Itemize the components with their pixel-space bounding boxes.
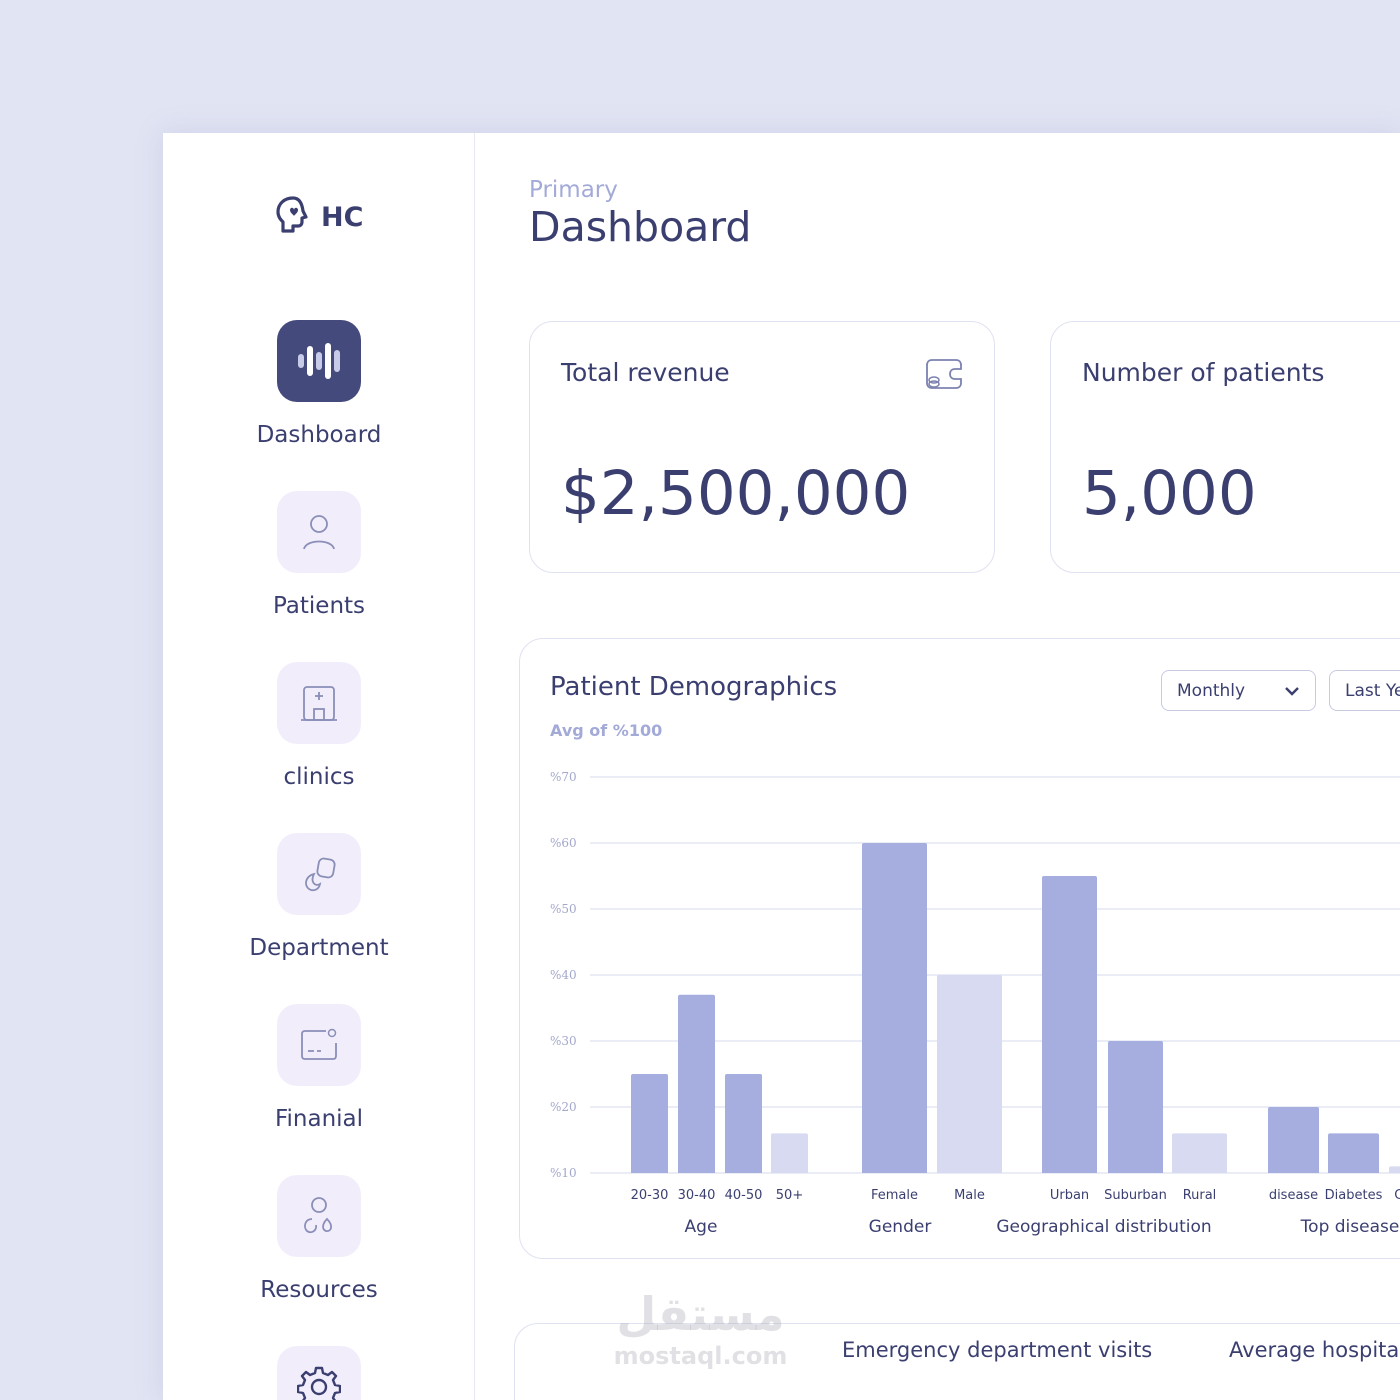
wallet-icon[interactable] — [924, 354, 964, 396]
group-label: Age — [685, 1217, 718, 1237]
department-icon — [277, 833, 361, 915]
x-tick-label: 20-30 — [631, 1188, 669, 1203]
demographics-chart: %70 %60 %50 %40 %30 %20 %10 20-30 30-40 40-50 50+ A… — [550, 770, 1400, 1237]
y-tick-label: %10 — [550, 1166, 577, 1180]
sidebar-item-finanial[interactable]: Finanial — [163, 1004, 475, 1132]
user-icon — [277, 491, 361, 573]
finance-card-icon — [277, 1004, 361, 1086]
sidebar-item-label: clinics — [283, 764, 355, 790]
bar — [1108, 1041, 1163, 1173]
x-tick-label: Suburban — [1104, 1188, 1167, 1203]
bar — [1328, 1133, 1379, 1173]
y-tick-label: %40 — [550, 968, 577, 982]
sidebar-item-settings[interactable] — [163, 1346, 475, 1400]
stat-title: Number of patients — [1082, 358, 1325, 387]
demographics-card: Patient Demographics Avg of %100 Monthly… — [519, 638, 1400, 1259]
emergency-visits-label: Emergency department visits — [842, 1338, 1153, 1362]
period-select[interactable]: Monthly — [1161, 670, 1316, 711]
sidebar-item-resources[interactable]: Resources — [163, 1175, 475, 1303]
logo[interactable]: HC — [275, 195, 363, 239]
stat-card-patients: Number of patients 5,000 — [1050, 321, 1400, 573]
page-title: Dashboard — [529, 203, 752, 251]
sidebar-item-department[interactable]: Department — [163, 833, 475, 961]
main-content: Primary Dashboard Total revenue $2,500,0… — [475, 133, 1400, 1400]
bar — [1042, 876, 1097, 1173]
bottom-card — [514, 1323, 1400, 1400]
watermark-arabic: مستقل — [616, 1287, 785, 1341]
sidebar-item-label: Resources — [260, 1277, 378, 1303]
group-label: Top disease — [1300, 1217, 1400, 1237]
x-tick-label: Female — [871, 1188, 918, 1203]
range-select-value: Last Ye — [1345, 680, 1400, 701]
sidebar-item-label: Patients — [272, 593, 366, 619]
period-select-value: Monthly — [1177, 680, 1246, 701]
bar — [725, 1074, 762, 1173]
x-tick-label: 30-40 — [678, 1188, 716, 1203]
bar — [1172, 1133, 1227, 1173]
group-label: Geographical distribution — [996, 1217, 1211, 1237]
sidebar-item-dashboard[interactable]: Dashboard — [163, 320, 475, 448]
sidebar-item-label: Department — [249, 935, 389, 961]
resources-icon — [277, 1175, 361, 1257]
bar — [678, 994, 715, 1173]
group-label: Gender — [869, 1217, 932, 1237]
gear-icon — [277, 1346, 361, 1400]
y-tick-label: %60 — [550, 836, 577, 850]
y-tick-label: %50 — [550, 902, 577, 916]
bar — [862, 843, 927, 1173]
bar — [631, 1074, 668, 1173]
waveform-icon — [277, 320, 361, 402]
x-tick-label: 40-50 — [725, 1188, 763, 1203]
stat-card-revenue: Total revenue $2,500,000 — [529, 321, 995, 573]
average-hospital-label: Average hospita — [1229, 1338, 1400, 1362]
demographics-subtitle: Avg of %100 — [550, 721, 663, 740]
y-tick-label: %30 — [550, 1034, 577, 1048]
demographics-title: Patient Demographics — [550, 672, 838, 702]
stat-value: $2,500,000 — [561, 458, 911, 529]
bar — [771, 1133, 808, 1173]
logo-text: HC — [321, 201, 364, 233]
x-tick-label: Urban — [1050, 1188, 1089, 1203]
app-window: HC Dashboard Patients — [163, 133, 1400, 1400]
bar — [937, 975, 1002, 1173]
breadcrumb[interactable]: Primary — [529, 177, 618, 203]
y-tick-label: %70 — [550, 770, 577, 784]
y-tick-label: %20 — [550, 1100, 577, 1114]
range-select[interactable]: Last Ye — [1329, 670, 1400, 711]
x-tick-label: Diabetes — [1325, 1188, 1383, 1203]
x-tick-label: Male — [954, 1188, 985, 1203]
bar — [1389, 1166, 1400, 1173]
x-tick-label: Cance — [1394, 1188, 1400, 1203]
x-tick-label: 50+ — [776, 1188, 803, 1203]
x-tick-label: disease — [1269, 1188, 1318, 1203]
chevron-down-icon — [1284, 681, 1300, 701]
hospital-icon — [277, 662, 361, 744]
brain-heart-icon — [275, 195, 311, 239]
sidebar: HC Dashboard Patients — [163, 133, 475, 1400]
sidebar-item-label: Dashboard — [256, 422, 382, 448]
stat-title: Total revenue — [561, 358, 730, 387]
watermark: مستقل mostaql.com — [613, 1285, 788, 1369]
sidebar-item-patients[interactable]: Patients — [163, 491, 475, 619]
stat-value: 5,000 — [1082, 458, 1257, 529]
sidebar-item-clinics[interactable]: clinics — [163, 662, 475, 790]
x-tick-label: Rural — [1183, 1188, 1217, 1203]
sidebar-item-label: Finanial — [274, 1106, 364, 1132]
watermark-latin: mostaql.com — [613, 1342, 788, 1370]
bar — [1268, 1107, 1319, 1173]
